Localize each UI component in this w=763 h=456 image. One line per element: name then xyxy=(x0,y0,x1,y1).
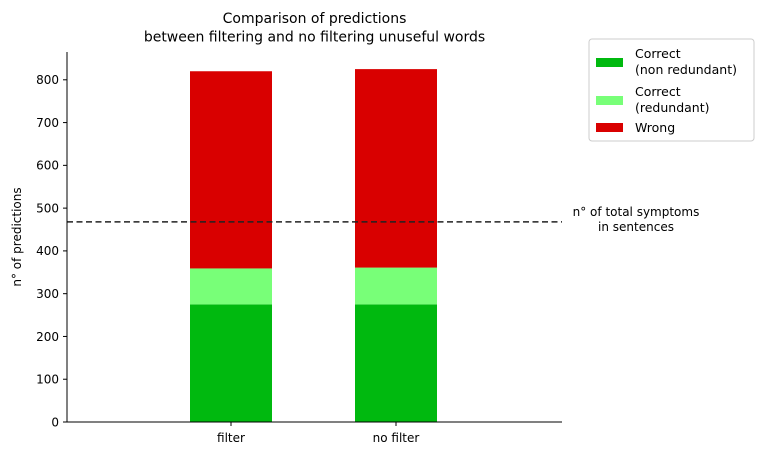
bar-filter-series-1 xyxy=(190,268,272,305)
chart-title-line: between filtering and no filtering unuse… xyxy=(144,30,485,46)
x-tick-label: no filter xyxy=(373,431,420,445)
bar-no-filter-series-0 xyxy=(355,304,437,422)
bar-filter-series-0 xyxy=(190,304,272,422)
y-tick-label: 500 xyxy=(36,201,59,215)
y-tick-label: 0 xyxy=(51,415,59,429)
y-tick-label: 800 xyxy=(36,73,59,87)
y-tick-label: 600 xyxy=(36,159,59,173)
legend-label: Correct xyxy=(635,46,681,61)
bar-no-filter-series-2 xyxy=(355,69,437,268)
legend-label: Correct xyxy=(635,84,681,99)
reference-line-label: n° of total symptoms xyxy=(573,205,700,219)
y-tick-label: 200 xyxy=(36,330,59,344)
reference-line-label: in sentences xyxy=(598,220,674,234)
legend-box xyxy=(588,38,755,142)
legend: Correct(non redundant)Correct(redundant)… xyxy=(588,38,755,142)
legend-swatch-series-2 xyxy=(596,123,623,132)
bar-no-filter-series-1 xyxy=(355,267,437,305)
y-tick-label: 300 xyxy=(36,287,59,301)
y-tick-label: 700 xyxy=(36,116,59,130)
y-tick-label: 100 xyxy=(36,373,59,387)
y-axis-label: n° of predictions xyxy=(10,187,24,286)
legend-swatch-series-0 xyxy=(596,58,623,67)
chart-title: Comparison of predictions between filteri… xyxy=(144,11,485,46)
legend-label: (redundant) xyxy=(635,100,710,115)
chart-title-line: Comparison of predictions xyxy=(223,11,407,27)
legend-label: Wrong xyxy=(635,120,675,135)
legend-label: (non redundant) xyxy=(635,62,737,77)
bar-filter-series-2 xyxy=(190,71,272,269)
x-tick-label: filter xyxy=(217,431,245,445)
y-tick-label: 400 xyxy=(36,244,59,258)
legend-swatch-series-1 xyxy=(596,96,623,105)
